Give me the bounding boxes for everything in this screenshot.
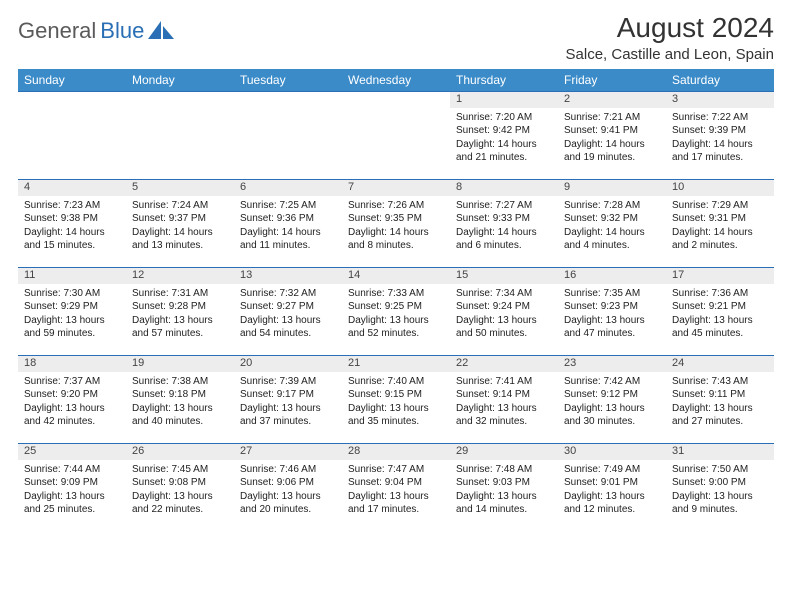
day-number: 7 xyxy=(342,180,450,196)
daynum-row: 123 xyxy=(18,92,774,108)
day-number: 14 xyxy=(342,268,450,284)
content-row: Sunrise: 7:23 AMSunset: 9:38 PMDaylight:… xyxy=(18,196,774,268)
day-cell: Sunrise: 7:20 AMSunset: 9:42 PMDaylight:… xyxy=(450,108,558,180)
day-cell: Sunrise: 7:30 AMSunset: 9:29 PMDaylight:… xyxy=(18,284,126,356)
day-number: 15 xyxy=(450,268,558,284)
day-number: 31 xyxy=(666,444,774,460)
day-number xyxy=(126,92,234,108)
day-cell: Sunrise: 7:21 AMSunset: 9:41 PMDaylight:… xyxy=(558,108,666,180)
day-number xyxy=(342,92,450,108)
day-number: 24 xyxy=(666,356,774,372)
day-number: 12 xyxy=(126,268,234,284)
day-number: 23 xyxy=(558,356,666,372)
day-header: Thursday xyxy=(450,69,558,92)
day-number: 19 xyxy=(126,356,234,372)
day-cell: Sunrise: 7:45 AMSunset: 9:08 PMDaylight:… xyxy=(126,460,234,532)
day-header: Sunday xyxy=(18,69,126,92)
day-header-row: SundayMondayTuesdayWednesdayThursdayFrid… xyxy=(18,69,774,92)
day-number: 18 xyxy=(18,356,126,372)
day-cell: Sunrise: 7:29 AMSunset: 9:31 PMDaylight:… xyxy=(666,196,774,268)
day-cell: Sunrise: 7:31 AMSunset: 9:28 PMDaylight:… xyxy=(126,284,234,356)
day-number: 20 xyxy=(234,356,342,372)
location: Salce, Castille and Leon, Spain xyxy=(566,46,774,63)
day-cell xyxy=(126,108,234,180)
daynum-row: 45678910 xyxy=(18,180,774,196)
day-cell: Sunrise: 7:22 AMSunset: 9:39 PMDaylight:… xyxy=(666,108,774,180)
day-number: 4 xyxy=(18,180,126,196)
day-cell: Sunrise: 7:34 AMSunset: 9:24 PMDaylight:… xyxy=(450,284,558,356)
day-header: Monday xyxy=(126,69,234,92)
day-number: 5 xyxy=(126,180,234,196)
day-cell: Sunrise: 7:24 AMSunset: 9:37 PMDaylight:… xyxy=(126,196,234,268)
day-cell: Sunrise: 7:28 AMSunset: 9:32 PMDaylight:… xyxy=(558,196,666,268)
day-cell: Sunrise: 7:42 AMSunset: 9:12 PMDaylight:… xyxy=(558,372,666,444)
day-number: 30 xyxy=(558,444,666,460)
day-number: 9 xyxy=(558,180,666,196)
content-row: Sunrise: 7:20 AMSunset: 9:42 PMDaylight:… xyxy=(18,108,774,180)
day-cell: Sunrise: 7:38 AMSunset: 9:18 PMDaylight:… xyxy=(126,372,234,444)
day-number: 6 xyxy=(234,180,342,196)
day-number: 16 xyxy=(558,268,666,284)
day-cell: Sunrise: 7:50 AMSunset: 9:00 PMDaylight:… xyxy=(666,460,774,532)
day-header: Tuesday xyxy=(234,69,342,92)
daynum-row: 11121314151617 xyxy=(18,268,774,284)
day-number: 25 xyxy=(18,444,126,460)
day-number xyxy=(18,92,126,108)
calendar-table: SundayMondayTuesdayWednesdayThursdayFrid… xyxy=(18,69,774,532)
day-cell: Sunrise: 7:48 AMSunset: 9:03 PMDaylight:… xyxy=(450,460,558,532)
day-cell: Sunrise: 7:40 AMSunset: 9:15 PMDaylight:… xyxy=(342,372,450,444)
day-cell: Sunrise: 7:36 AMSunset: 9:21 PMDaylight:… xyxy=(666,284,774,356)
day-number: 10 xyxy=(666,180,774,196)
daynum-row: 18192021222324 xyxy=(18,356,774,372)
day-number: 11 xyxy=(18,268,126,284)
day-cell: Sunrise: 7:23 AMSunset: 9:38 PMDaylight:… xyxy=(18,196,126,268)
day-header: Friday xyxy=(558,69,666,92)
day-number: 17 xyxy=(666,268,774,284)
day-number: 28 xyxy=(342,444,450,460)
day-cell: Sunrise: 7:27 AMSunset: 9:33 PMDaylight:… xyxy=(450,196,558,268)
day-number: 26 xyxy=(126,444,234,460)
day-cell: Sunrise: 7:26 AMSunset: 9:35 PMDaylight:… xyxy=(342,196,450,268)
day-number xyxy=(234,92,342,108)
day-cell: Sunrise: 7:46 AMSunset: 9:06 PMDaylight:… xyxy=(234,460,342,532)
day-number: 29 xyxy=(450,444,558,460)
day-number: 13 xyxy=(234,268,342,284)
sail-icon xyxy=(148,21,174,41)
day-cell: Sunrise: 7:37 AMSunset: 9:20 PMDaylight:… xyxy=(18,372,126,444)
day-cell: Sunrise: 7:41 AMSunset: 9:14 PMDaylight:… xyxy=(450,372,558,444)
day-number: 2 xyxy=(558,92,666,108)
brand-part1: General xyxy=(18,18,96,44)
daynum-row: 25262728293031 xyxy=(18,444,774,460)
content-row: Sunrise: 7:37 AMSunset: 9:20 PMDaylight:… xyxy=(18,372,774,444)
day-cell xyxy=(234,108,342,180)
day-number: 27 xyxy=(234,444,342,460)
day-cell: Sunrise: 7:49 AMSunset: 9:01 PMDaylight:… xyxy=(558,460,666,532)
day-number: 8 xyxy=(450,180,558,196)
day-cell: Sunrise: 7:32 AMSunset: 9:27 PMDaylight:… xyxy=(234,284,342,356)
day-cell: Sunrise: 7:35 AMSunset: 9:23 PMDaylight:… xyxy=(558,284,666,356)
day-cell: Sunrise: 7:44 AMSunset: 9:09 PMDaylight:… xyxy=(18,460,126,532)
day-number: 22 xyxy=(450,356,558,372)
day-header: Wednesday xyxy=(342,69,450,92)
day-number: 3 xyxy=(666,92,774,108)
day-cell xyxy=(18,108,126,180)
day-cell: Sunrise: 7:43 AMSunset: 9:11 PMDaylight:… xyxy=(666,372,774,444)
brand-logo: GeneralBlue xyxy=(18,12,174,44)
header: GeneralBlue August 2024 Salce, Castille … xyxy=(18,12,774,63)
day-number: 1 xyxy=(450,92,558,108)
content-row: Sunrise: 7:44 AMSunset: 9:09 PMDaylight:… xyxy=(18,460,774,532)
day-cell: Sunrise: 7:25 AMSunset: 9:36 PMDaylight:… xyxy=(234,196,342,268)
brand-part2: Blue xyxy=(100,18,144,44)
content-row: Sunrise: 7:30 AMSunset: 9:29 PMDaylight:… xyxy=(18,284,774,356)
day-number: 21 xyxy=(342,356,450,372)
month-title: August 2024 xyxy=(566,12,774,44)
day-cell: Sunrise: 7:47 AMSunset: 9:04 PMDaylight:… xyxy=(342,460,450,532)
day-cell: Sunrise: 7:39 AMSunset: 9:17 PMDaylight:… xyxy=(234,372,342,444)
title-block: August 2024 Salce, Castille and Leon, Sp… xyxy=(566,12,774,63)
day-cell xyxy=(342,108,450,180)
day-cell: Sunrise: 7:33 AMSunset: 9:25 PMDaylight:… xyxy=(342,284,450,356)
day-header: Saturday xyxy=(666,69,774,92)
